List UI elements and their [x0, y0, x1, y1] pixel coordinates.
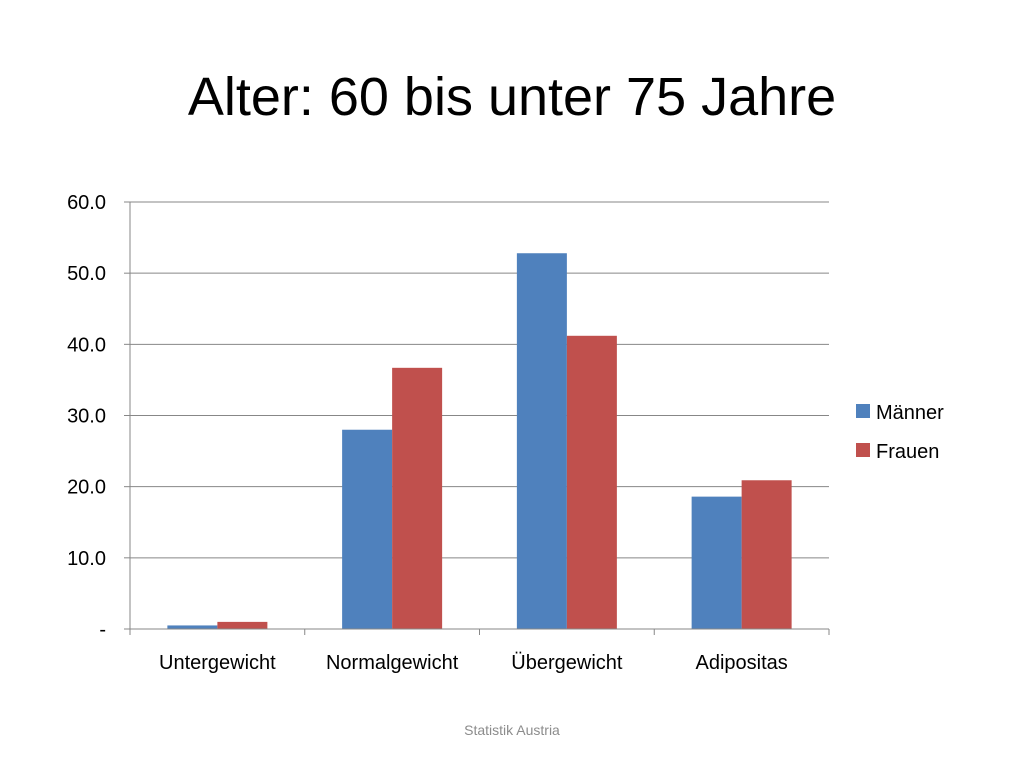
bar-frauen [566, 335, 617, 629]
y-tick-label: 20.0 [67, 477, 106, 499]
y-tick-label: 40.0 [67, 334, 106, 356]
bar-maenner [516, 253, 567, 630]
x-category-label: Normalgewicht [326, 652, 459, 674]
bar-maenner [691, 496, 742, 629]
bar-maenner [167, 625, 218, 629]
axes: - 10.0 20.0 30.0 40.0 50.0 60.0 Untergewicht Nor… [67, 192, 830, 674]
y-tick-label: 50.0 [67, 263, 106, 285]
bar-maenner [342, 429, 393, 629]
gridlines [130, 201, 829, 559]
y-tick-label: - [99, 619, 106, 641]
slide-title: Alter: 60 bis unter 75 Jahre [187, 67, 837, 127]
x-category-label: Untergewicht [159, 652, 276, 674]
x-category-label: Adipositas [695, 652, 787, 674]
x-category-label: Übergewicht [511, 652, 623, 674]
footer-source: Statistik Austria [464, 722, 560, 738]
y-tick-label: 10.0 [67, 548, 106, 570]
bar-frauen [741, 480, 792, 629]
legend-swatch [856, 404, 870, 418]
bars [167, 253, 792, 630]
bar-frauen [392, 367, 443, 629]
y-tick-label: 60.0 [67, 192, 106, 214]
legend-label: Frauen [876, 441, 939, 463]
legend: Männer Frauen [856, 402, 944, 463]
bar-frauen [217, 621, 268, 629]
y-tick-label: 30.0 [67, 406, 106, 428]
legend-swatch [856, 443, 870, 457]
legend-label: Männer [876, 402, 944, 424]
